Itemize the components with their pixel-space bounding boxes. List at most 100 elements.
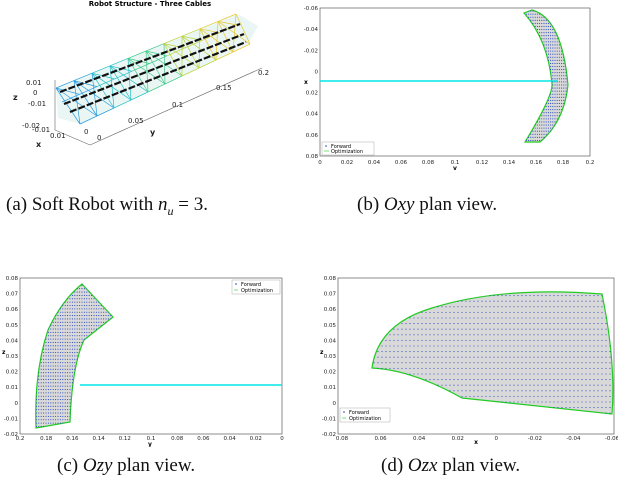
- y-tick-label: -0.02: [322, 432, 336, 438]
- legend: Forward Optimization: [339, 407, 391, 423]
- x-tick-label: 0.18: [40, 436, 53, 442]
- x-tick-label: 0.16: [66, 436, 79, 442]
- caption-c: (c) Ozy plan view.: [57, 455, 196, 476]
- x-tick-label: 0.14: [503, 160, 516, 166]
- legend-forward: Forward: [331, 144, 351, 150]
- legend-optimization: Optimization: [349, 416, 381, 422]
- z-tick: 0: [33, 89, 37, 97]
- legend: Forward Optimization: [231, 279, 281, 295]
- y-tick-label: -0.01: [4, 416, 18, 422]
- y-tick-label: -0.01: [322, 416, 336, 422]
- x-tick-label: 0.06: [197, 436, 210, 442]
- y-tick: 0.2: [258, 69, 269, 77]
- panel-d-ozx-plot: Forward Optimization 0.08 0.06 0.04 0.02 0 -0…: [320, 276, 618, 446]
- y-axis-label: x: [304, 79, 308, 86]
- caption-d: (d) Ozx plan view.: [381, 455, 521, 476]
- y-tick-label: 0.06: [306, 133, 319, 139]
- y-axis-label: z: [2, 349, 6, 356]
- y-tick-label: 0.03: [324, 354, 337, 360]
- legend: Forward Optimization: [321, 141, 375, 156]
- y-tick-label: 0.08: [324, 276, 337, 282]
- y-tick-label: 0.03: [6, 354, 19, 360]
- legend-forward: Forward: [349, 410, 369, 416]
- x-tick-label: 0.2: [16, 436, 25, 442]
- y-tick-label: 0.06: [6, 307, 19, 313]
- y-tick-label: 0.06: [324, 307, 337, 313]
- x-tick-label: 0.04: [413, 436, 426, 442]
- x-tick: -0.01: [32, 126, 50, 134]
- y-axis-label: z: [320, 349, 324, 356]
- y-tick-label: 0: [15, 401, 19, 407]
- y-tick-label: -0.02: [304, 48, 318, 54]
- x-tick-label: 0.12: [476, 160, 488, 166]
- y-tick: 0: [97, 134, 101, 142]
- y-tick-label: 0.02: [6, 370, 18, 376]
- z-tick: -0.01: [28, 100, 46, 108]
- y-tick-label: 0.07: [6, 292, 19, 298]
- panel-b-oxy-plot: Forward Optimization 0 0.02 0.04 0.06 0.08 0.…: [304, 6, 595, 170]
- y-tick-label: 0.05: [324, 323, 337, 329]
- y-tick-label: 0.02: [324, 370, 336, 376]
- panel-a-title: Robot Structure - Three Cables: [89, 0, 211, 8]
- x-tick: 0.01: [50, 132, 66, 140]
- x-tick-label: 0.12: [119, 436, 131, 442]
- y-tick-label: 0.01: [6, 385, 18, 391]
- legend-optimization: Optimization: [331, 149, 363, 155]
- y-tick: 0.15: [216, 84, 232, 92]
- x-tick-label: -0.04: [566, 436, 581, 442]
- x-tick-label: 0.06: [395, 160, 408, 166]
- x-tick-label: -0.02: [528, 436, 542, 442]
- x-tick-label: 0.02: [452, 436, 464, 442]
- y-tick-label: 0.02: [306, 91, 318, 97]
- y-tick-label: -0.02: [4, 432, 18, 438]
- y-tick-label: -0.06: [304, 6, 319, 12]
- x-tick-label: -0.06: [605, 436, 618, 442]
- x-tick-label: 0.08: [171, 436, 184, 442]
- panel-c-ozy-plot: Forward Optimization 0.2 0.18 0.16 0.14 0.12…: [2, 276, 284, 447]
- y-tick-label: -0.04: [304, 27, 319, 33]
- y-tick-label: 0.08: [306, 154, 319, 160]
- x-tick-label: 0.04: [223, 436, 236, 442]
- y-tick-label: 0.08: [6, 276, 19, 282]
- legend-forward: Forward: [241, 282, 261, 288]
- x-tick-label: 0.06: [374, 436, 387, 442]
- y-tick-label: 0.04: [324, 338, 337, 344]
- x-tick-label: 0.1: [147, 436, 156, 442]
- z-tick: -0.02: [22, 122, 40, 130]
- x-tick: 0: [84, 128, 88, 136]
- y-tick: 0.1: [172, 101, 183, 109]
- x-tick-label: 0.08: [336, 436, 349, 442]
- y-tick-label: 0: [315, 69, 319, 75]
- legend-optimization: Optimization: [241, 288, 273, 294]
- x-tick-label: 0.2: [586, 160, 595, 166]
- x-tick-label: 0.02: [250, 436, 262, 442]
- y-axis-label: y: [150, 128, 156, 137]
- z-axis-label: z: [13, 93, 18, 102]
- x-tick-label: 0.18: [557, 160, 570, 166]
- y-tick-label: 0.05: [6, 323, 19, 329]
- z-tick: 0.01: [26, 79, 42, 87]
- y-tick-label: 0.07: [324, 292, 337, 298]
- x-tick-label: 0.1: [451, 160, 460, 166]
- y-tick-label: 0: [333, 401, 337, 407]
- x-axis-label: x: [36, 140, 42, 149]
- x-axis-label: y: [148, 441, 152, 447]
- x-tick-label: 0: [318, 160, 322, 166]
- y-tick-label: 0.04: [6, 338, 19, 344]
- x-axis-label: y: [453, 165, 457, 170]
- caption-a: (a) Soft Robot with nu = 3.: [6, 194, 208, 218]
- x-tick-label: 0: [280, 436, 284, 442]
- y-tick-label: 0.01: [324, 385, 336, 391]
- panel-a-3d-structure: Robot Structure - Three Cables 0.01 0 -0…: [13, 0, 269, 149]
- x-tick-label: 0.02: [341, 160, 353, 166]
- x-tick-label: 0.14: [92, 436, 105, 442]
- x-tick-label: 0.16: [530, 160, 543, 166]
- x-axis-label: x: [474, 439, 478, 446]
- robot-structure: [55, 13, 258, 125]
- x-tick-label: 0: [495, 436, 499, 442]
- y-tick-label: 0.04: [306, 112, 319, 118]
- x-tick-label: 0.08: [422, 160, 435, 166]
- x-tick-label: 0.04: [368, 160, 381, 166]
- caption-b: (b) Oxy plan view.: [357, 194, 498, 215]
- y-tick: 0.05: [128, 117, 144, 125]
